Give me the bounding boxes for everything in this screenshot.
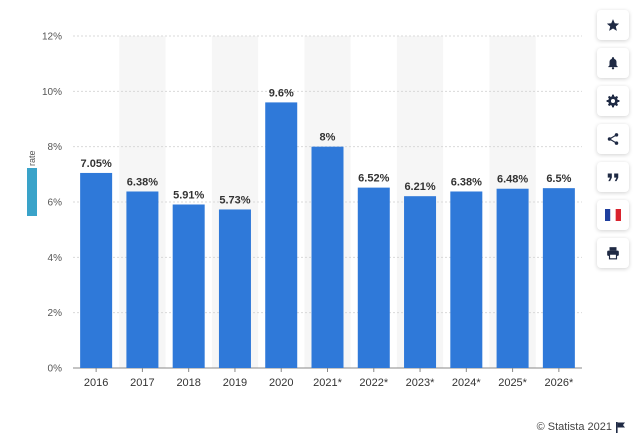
x-tick-label: 2025* <box>498 377 527 389</box>
copyright-notice: © Statista 2021 <box>537 421 626 433</box>
y-tick-label: 10% <box>42 87 62 98</box>
data-label: 7.05% <box>81 158 112 170</box>
y-tick-label: 0% <box>48 364 63 375</box>
data-label: 6.38% <box>127 176 158 188</box>
star-icon <box>606 19 620 31</box>
bar <box>496 188 529 368</box>
share-icon <box>607 133 619 145</box>
bar <box>218 209 251 368</box>
bar <box>450 191 483 368</box>
bar <box>126 191 159 368</box>
y-axis-title-text: rate <box>27 150 37 166</box>
cite-button[interactable] <box>597 162 629 192</box>
print-button[interactable] <box>597 238 629 268</box>
y-tick-label: 2% <box>48 308 63 319</box>
bar <box>80 172 113 368</box>
chart-area: 0% 2% 4% 6% 8% 10% 12% 7.05% 2016 6.38% 2017 5.91% 2… <box>27 32 582 389</box>
bar <box>265 102 298 369</box>
gear-icon <box>606 94 620 108</box>
y-tick-label: 12% <box>42 32 62 43</box>
x-tick-label: 2019 <box>223 377 247 389</box>
data-label: 6.21% <box>404 181 435 193</box>
french-flag-icon <box>605 209 621 221</box>
bar-chart: 0% 2% 4% 6% 8% 10% 12% 7.05% 2016 6.38% 2017 5.91% 2… <box>27 32 582 389</box>
bar <box>311 146 344 368</box>
data-label: 6.5% <box>546 173 571 185</box>
y-tick-label: 4% <box>48 253 63 264</box>
bar <box>172 204 205 368</box>
data-label: 9.6% <box>269 87 294 99</box>
x-tick-label: 2021* <box>313 377 342 389</box>
settings-button[interactable] <box>597 86 629 116</box>
flag-icon[interactable] <box>616 421 626 433</box>
print-icon <box>607 247 619 260</box>
y-tick-label: 6% <box>48 198 63 209</box>
y-axis-title: rate <box>27 150 37 216</box>
data-label: 5.91% <box>173 189 204 201</box>
bar <box>542 188 575 368</box>
bell-icon <box>608 57 618 70</box>
x-tick-label: 2022* <box>359 377 388 389</box>
x-tick-label: 2023* <box>406 377 435 389</box>
bar <box>404 196 437 368</box>
x-tick-label: 2017 <box>130 377 154 389</box>
favorite-button[interactable] <box>597 10 629 40</box>
data-label: 5.73% <box>219 194 250 206</box>
language-button[interactable] <box>597 200 629 230</box>
copyright-text: © Statista 2021 <box>536 421 612 433</box>
notification-button[interactable] <box>597 48 629 78</box>
data-label: 6.48% <box>497 174 528 186</box>
x-tick-label: 2026* <box>544 377 573 389</box>
data-label: 8% <box>320 132 336 144</box>
x-tick-label: 2020 <box>269 377 293 389</box>
x-tick-label: 2024* <box>452 377 481 389</box>
data-label: 6.52% <box>358 173 389 185</box>
x-tick-label: 2018 <box>176 377 200 389</box>
side-toolbar <box>597 10 629 268</box>
data-label: 6.38% <box>451 176 482 188</box>
share-button[interactable] <box>597 124 629 154</box>
quote-icon <box>607 173 619 182</box>
x-tick-label: 2016 <box>84 377 108 389</box>
bar <box>357 187 390 368</box>
y-axis-title-highlight <box>27 168 37 216</box>
y-tick-label: 8% <box>48 142 63 153</box>
